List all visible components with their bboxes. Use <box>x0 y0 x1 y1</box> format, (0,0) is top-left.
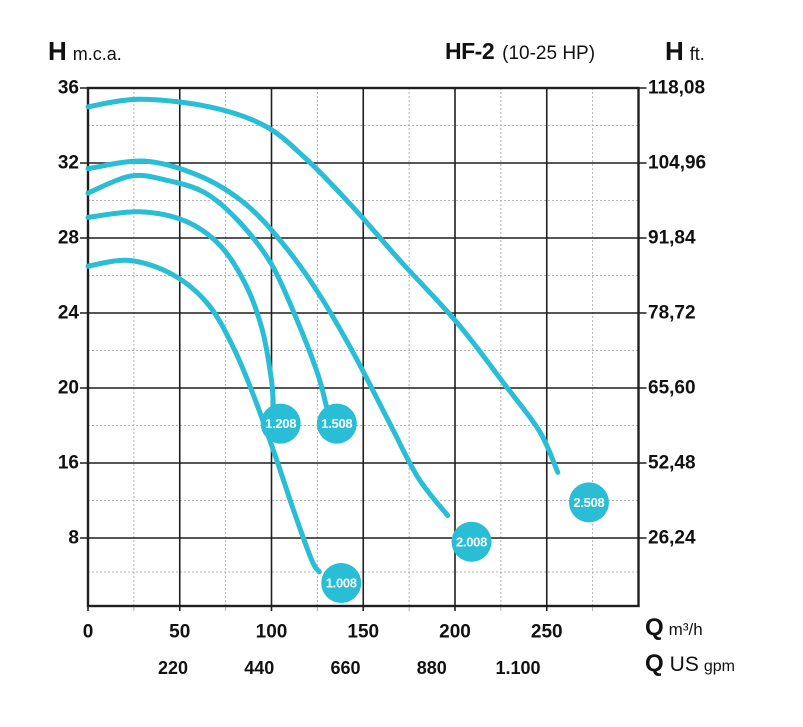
curve-badge-label-1.008: 1.008 <box>326 576 357 591</box>
x-axis-tick-label-m3h: 250 <box>531 622 563 643</box>
y-axis-tick-label-mca: 16 <box>58 453 79 474</box>
pump-curve-2.008 <box>85 158 451 518</box>
model-power-range: (10-25 HP) <box>502 43 596 64</box>
flow-symbol-gpm: Q <box>645 650 664 677</box>
curve-badge-1.508 <box>316 403 357 444</box>
x-axis-unit-gpm: Q US gpm <box>645 650 735 678</box>
curve-badge-label-2.508: 2.508 <box>573 495 604 510</box>
right-axis-title: H ft. <box>665 36 705 67</box>
curve-badge-2.508 <box>568 482 609 523</box>
x-axis-tick-label-gpm: 440 <box>244 658 274 678</box>
curve-badge-label-1.508: 1.508 <box>321 416 352 431</box>
y-axis-tick-label-ft: 118,08 <box>648 78 705 99</box>
x-axis-tick-label-gpm: 880 <box>417 658 447 678</box>
head-unit-mca: m.c.a. <box>72 44 122 64</box>
curve-badge-label-1.208: 1.208 <box>265 416 296 431</box>
x-axis-tick-label-gpm: 660 <box>330 658 360 678</box>
y-axis-tick-label-mca: 36 <box>58 78 79 99</box>
model-name: HF-2 <box>445 38 495 64</box>
chart-title: HF-2 (10-25 HP) <box>445 38 595 65</box>
y-axis-tick-label-mca: 24 <box>58 303 80 324</box>
pump-curve-1.008 <box>85 257 322 575</box>
y-axis-tick-label-mca: 32 <box>58 153 79 174</box>
y-axis-tick-label-ft: 104,96 <box>648 153 706 174</box>
left-axis-title: H m.c.a. <box>48 36 122 67</box>
curve-badge-1.008 <box>321 563 362 603</box>
flow-unit-us: US <box>669 653 699 676</box>
y-axis-tick-label-mca: 20 <box>58 378 79 399</box>
y-axis-tick-label-ft: 91,84 <box>648 228 696 249</box>
flow-unit-m3h: m³/h <box>668 620 703 639</box>
head-symbol-left: H <box>48 36 67 66</box>
x-axis-tick-label-gpm: 220 <box>158 658 188 678</box>
y-axis-tick-label-mca: 28 <box>58 228 79 249</box>
x-axis-tick-label-gpm: 1.100 <box>495 658 540 678</box>
y-axis-tick-label-ft: 52,48 <box>648 453 696 474</box>
x-axis-tick-label-m3h: 200 <box>439 622 471 643</box>
flow-symbol-m3h: Q <box>645 614 664 641</box>
y-axis-tick-label-ft: 78,72 <box>648 303 696 324</box>
x-axis-tick-label-m3h: 0 <box>83 622 94 643</box>
x-axis-tick-label-m3h: 50 <box>169 622 190 643</box>
flow-unit-gpm: gpm <box>703 658 735 675</box>
y-axis-tick-label-mca: 8 <box>68 528 79 549</box>
curve-badge-1.208 <box>260 403 301 444</box>
y-axis-tick-label-ft: 26,24 <box>648 528 696 549</box>
x-axis-tick-label-m3h: 150 <box>347 622 379 643</box>
curve-badge-label-2.008: 2.008 <box>456 534 487 549</box>
pump-curve-1.508 <box>85 172 329 410</box>
y-axis-tick-label-ft: 65,60 <box>648 378 696 399</box>
plot-frame <box>86 86 640 608</box>
pump-curve-1.208 <box>85 209 276 410</box>
pump-curve-2.508 <box>85 96 561 475</box>
x-axis-unit-m3h: Q m³/h <box>645 614 703 642</box>
curve-badge-2.008 <box>451 521 492 562</box>
head-unit-ft: ft. <box>689 44 705 64</box>
x-axis-tick-label-m3h: 100 <box>256 622 288 643</box>
head-symbol-right: H <box>665 36 684 66</box>
